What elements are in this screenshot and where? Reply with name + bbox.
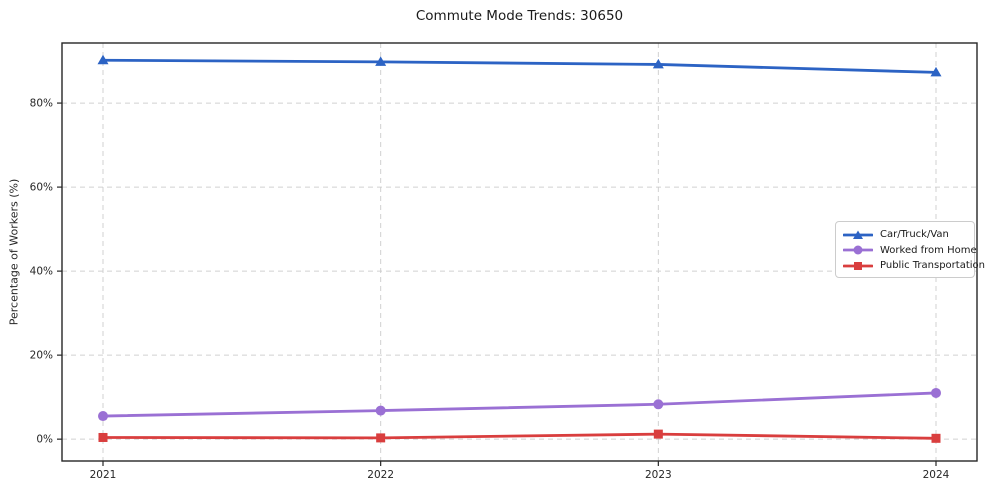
y-tick-label: 60% (30, 182, 53, 194)
plot-frame (61, 42, 978, 462)
data-point-marker (376, 433, 386, 443)
y-tick-label: 80% (30, 98, 53, 110)
data-point-marker (931, 387, 941, 398)
legend-item-public-transportation: Public Transportation (843, 258, 985, 273)
data-point-marker (653, 399, 664, 410)
x-tick-label: 2023 (645, 469, 672, 481)
chart-title: Commute Mode Trends: 30650 (415, 8, 624, 24)
data-point-marker (97, 54, 109, 65)
legend: Car/Truck/Van Worked from Home Public Tr… (835, 221, 985, 278)
square-marker-icon (843, 261, 873, 270)
series-line (101, 432, 938, 440)
x-tick-label: 2021 (90, 469, 117, 481)
data-point-marker (930, 66, 942, 77)
circle-marker-icon (843, 245, 873, 255)
legend-label: Worked from Home (880, 244, 977, 256)
y-tick-label: 20% (30, 350, 53, 362)
x-tick-label: 2022 (367, 469, 394, 481)
data-point-marker (931, 433, 941, 443)
x-tick-label: 2024 (923, 469, 950, 481)
data-point-marker (653, 429, 663, 439)
legend-item-car-truck-van: Car/Truck/Van (843, 227, 968, 242)
y-tick-label: 40% (30, 266, 53, 278)
data-point-marker (375, 56, 387, 66)
data-point-marker (98, 432, 108, 442)
series-line (101, 391, 938, 418)
data-point-marker (652, 58, 664, 69)
legend-label: Car/Truck/Van (880, 229, 949, 240)
data-point-marker (375, 405, 386, 416)
data-point-marker (98, 411, 108, 422)
y-tick-label: 0% (36, 434, 53, 446)
triangle-marker-icon (843, 230, 873, 239)
series-line (101, 58, 938, 74)
legend-item-worked-from-home: Worked from Home (843, 243, 977, 258)
legend-label: Public Transportation (880, 260, 985, 271)
